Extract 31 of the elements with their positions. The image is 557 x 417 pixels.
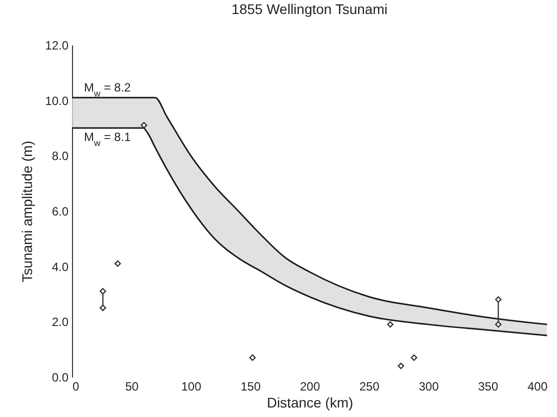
series-label: M$_{w}$ = 8.1 xyxy=(84,130,132,148)
x-tick-label: 150 xyxy=(240,380,261,394)
x-tick-label: 0 xyxy=(72,380,80,394)
x-tick-label: 50 xyxy=(125,380,139,394)
x-tick-label: 100 xyxy=(181,380,202,394)
y-tick-label: 6.0 xyxy=(52,204,69,218)
point xyxy=(495,321,502,328)
y-tick-label: 12.0 xyxy=(45,38,69,52)
point xyxy=(398,362,404,370)
chart-title: 1855 Wellington Tsunami xyxy=(232,1,388,17)
y-tick-label: 0.0 xyxy=(52,370,69,384)
point xyxy=(410,354,418,361)
x-tick-label: 350 xyxy=(478,380,498,394)
x-tick-label: 300 xyxy=(418,380,440,394)
y-tick-label: 4.0 xyxy=(52,260,69,274)
y-tick-label: 10.0 xyxy=(45,94,69,108)
point xyxy=(140,122,148,128)
point xyxy=(387,321,394,328)
point xyxy=(100,288,106,294)
point xyxy=(100,304,106,312)
x-tick-label: 250 xyxy=(359,380,380,394)
point xyxy=(114,260,121,267)
point xyxy=(249,354,256,361)
series-label: M$_{w}$ = 8.2 xyxy=(84,80,132,99)
x-axis-title: Distance (km) xyxy=(266,394,354,410)
point xyxy=(495,296,502,303)
y-tick-label: 8.0 xyxy=(52,149,69,164)
x-tick-label: 400 xyxy=(527,380,548,394)
y-tick-label: 2.0 xyxy=(52,315,69,330)
y-axis-title: Tsunami amplitude (m) xyxy=(19,140,36,282)
x-tick-label: 200 xyxy=(300,380,320,394)
